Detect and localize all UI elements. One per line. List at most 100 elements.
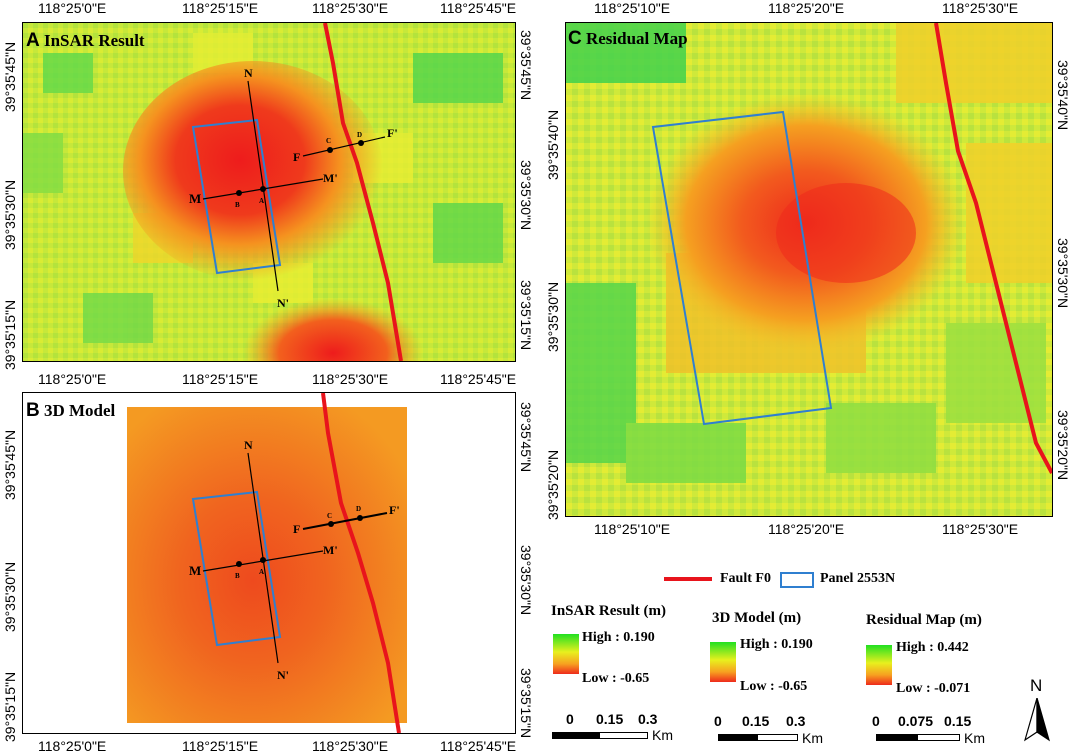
model-legend-title: 3D Model (m) — [712, 610, 802, 626]
model-high-value: High : 0.190 — [740, 637, 813, 652]
top-tick: 118°25'30"E — [942, 0, 1019, 16]
top-tick: 118°25'20"E — [768, 0, 845, 16]
panel-title: C Residual Map — [568, 28, 688, 50]
model-low-value: Low : -0.65 — [740, 679, 808, 694]
model-scalebar — [718, 734, 798, 741]
profile-label-c: C — [327, 512, 332, 520]
left-tick: 39°35'40"N — [545, 109, 561, 180]
profile-label-b: B — [235, 572, 240, 580]
north-arrow-label: N — [1030, 676, 1043, 695]
top-tick: 118°25'10"E — [594, 0, 671, 16]
top-tick: 118°25'30"E — [312, 0, 389, 16]
scale-label: 0.3 — [786, 713, 806, 729]
panel-letter: B — [26, 400, 40, 421]
insar-low-value: Low : -0.65 — [582, 671, 650, 686]
panel-title-text: InSAR Result — [43, 31, 145, 50]
residual-high-value: High : 0.442 — [896, 640, 969, 655]
insar-map: N N' M M' F F' A B C D — [22, 22, 516, 362]
profile-label-n: N — [244, 66, 253, 80]
profile-label-f: F — [293, 150, 300, 164]
insar-legend-title: InSAR Result (m) — [551, 603, 667, 619]
left-tick: 39°35'30"N — [2, 179, 18, 250]
profile-label-n: N — [244, 438, 253, 452]
scale-unit: Km — [964, 730, 985, 746]
panel-legend-symbol — [780, 572, 814, 588]
panel-title-text: 3D Model — [43, 401, 116, 420]
right-tick: 39°35'30"N — [518, 160, 534, 231]
scale-label: 0.15 — [742, 713, 770, 729]
north-arrow-icon — [1024, 698, 1050, 742]
panel-title-text: Residual Map — [585, 29, 688, 48]
scale-label: 0.15 — [944, 713, 972, 729]
bottom-tick: 118°25'45"E — [440, 738, 517, 754]
left-tick: 39°35'45"N — [2, 429, 18, 500]
scale-label: 0 — [714, 713, 722, 729]
scale-unit: Km — [652, 727, 673, 743]
bottom-tick: 118°25'0"E — [38, 371, 107, 387]
left-tick: 39°35'30"N — [2, 561, 18, 632]
right-tick: 39°35'20"N — [1055, 410, 1071, 481]
top-tick: 118°25'45"E — [440, 0, 517, 16]
bottom-tick: 118°25'30"E — [312, 371, 389, 387]
top-tick: 118°25'0"E — [38, 0, 107, 16]
left-tick: 39°35'20"N — [545, 449, 561, 520]
right-tick: 39°35'45"N — [518, 402, 534, 473]
profile-label-d: D — [356, 505, 361, 513]
left-tick: 39°35'45"N — [2, 41, 18, 112]
insar-high-value: High : 0.190 — [582, 630, 655, 645]
left-tick: 39°35'30"N — [545, 281, 561, 352]
residual-color-ramp — [866, 645, 892, 685]
residual-scalebar — [876, 734, 960, 741]
profile-label-m-prime: M' — [323, 543, 338, 557]
profile-label-f-prime: F' — [387, 126, 398, 140]
right-tick: 39°35'15"N — [518, 280, 534, 351]
bottom-tick: 118°25'15"E — [182, 738, 259, 754]
profile-label-n-prime: N' — [277, 296, 289, 310]
scale-label: 0.075 — [898, 713, 934, 729]
profile-label-m: M — [189, 191, 201, 206]
residual-low-value: Low : -0.071 — [896, 681, 971, 696]
top-tick: 118°25'15"E — [182, 0, 259, 16]
left-tick: 39°35'15"N — [2, 671, 18, 742]
right-tick: 39°35'15"N — [518, 668, 534, 739]
scale-label: 0 — [872, 713, 880, 729]
scale-label: 0 — [566, 711, 574, 727]
bottom-tick: 118°25'15"E — [182, 371, 259, 387]
profile-label-d: D — [357, 131, 362, 139]
insar-map-svg: N N' M M' F F' A B C D — [23, 23, 515, 361]
profile-label-c: C — [326, 137, 331, 145]
model-color-ramp — [710, 642, 736, 682]
panel-title: A InSAR Result — [26, 30, 145, 52]
model-map: N N' M M' F F' A B C D — [22, 392, 516, 734]
profile-label-f-prime: F' — [389, 503, 400, 517]
profile-label-a: A — [259, 568, 264, 576]
model-map-svg: N N' M M' F F' A B C D — [127, 393, 407, 733]
right-tick: 39°35'30"N — [1055, 238, 1071, 309]
profile-label-m: M — [189, 563, 201, 578]
panel-letter: A — [26, 30, 40, 51]
insar-color-ramp — [553, 634, 579, 674]
profile-label-n-prime: N' — [277, 668, 289, 682]
bottom-tick: 118°25'0"E — [38, 738, 107, 754]
right-tick: 39°35'45"N — [518, 30, 534, 101]
profile-label-b: B — [235, 201, 240, 209]
profile-label-a: A — [259, 197, 264, 205]
fault-legend-label: Fault F0 — [720, 571, 771, 586]
bottom-tick: 118°25'20"E — [768, 521, 845, 537]
profile-label-m-prime: M' — [323, 171, 338, 185]
residual-map-svg — [566, 23, 1052, 516]
insar-scalebar — [552, 732, 648, 739]
panel-letter: C — [568, 28, 582, 49]
bottom-tick: 118°25'30"E — [312, 738, 389, 754]
scale-unit: Km — [802, 730, 823, 746]
panel-legend-label: Panel 2553N — [820, 571, 896, 586]
residual-legend-title: Residual Map (m) — [866, 612, 982, 628]
residual-map — [565, 22, 1053, 517]
scale-label: 0.3 — [638, 711, 658, 727]
bottom-tick: 118°25'45"E — [440, 371, 517, 387]
fault-legend-symbol — [664, 577, 712, 581]
right-tick: 39°35'30"N — [518, 545, 534, 616]
scale-label: 0.15 — [596, 711, 624, 727]
left-tick: 39°35'15"N — [2, 299, 18, 370]
profile-label-f: F — [293, 522, 300, 536]
